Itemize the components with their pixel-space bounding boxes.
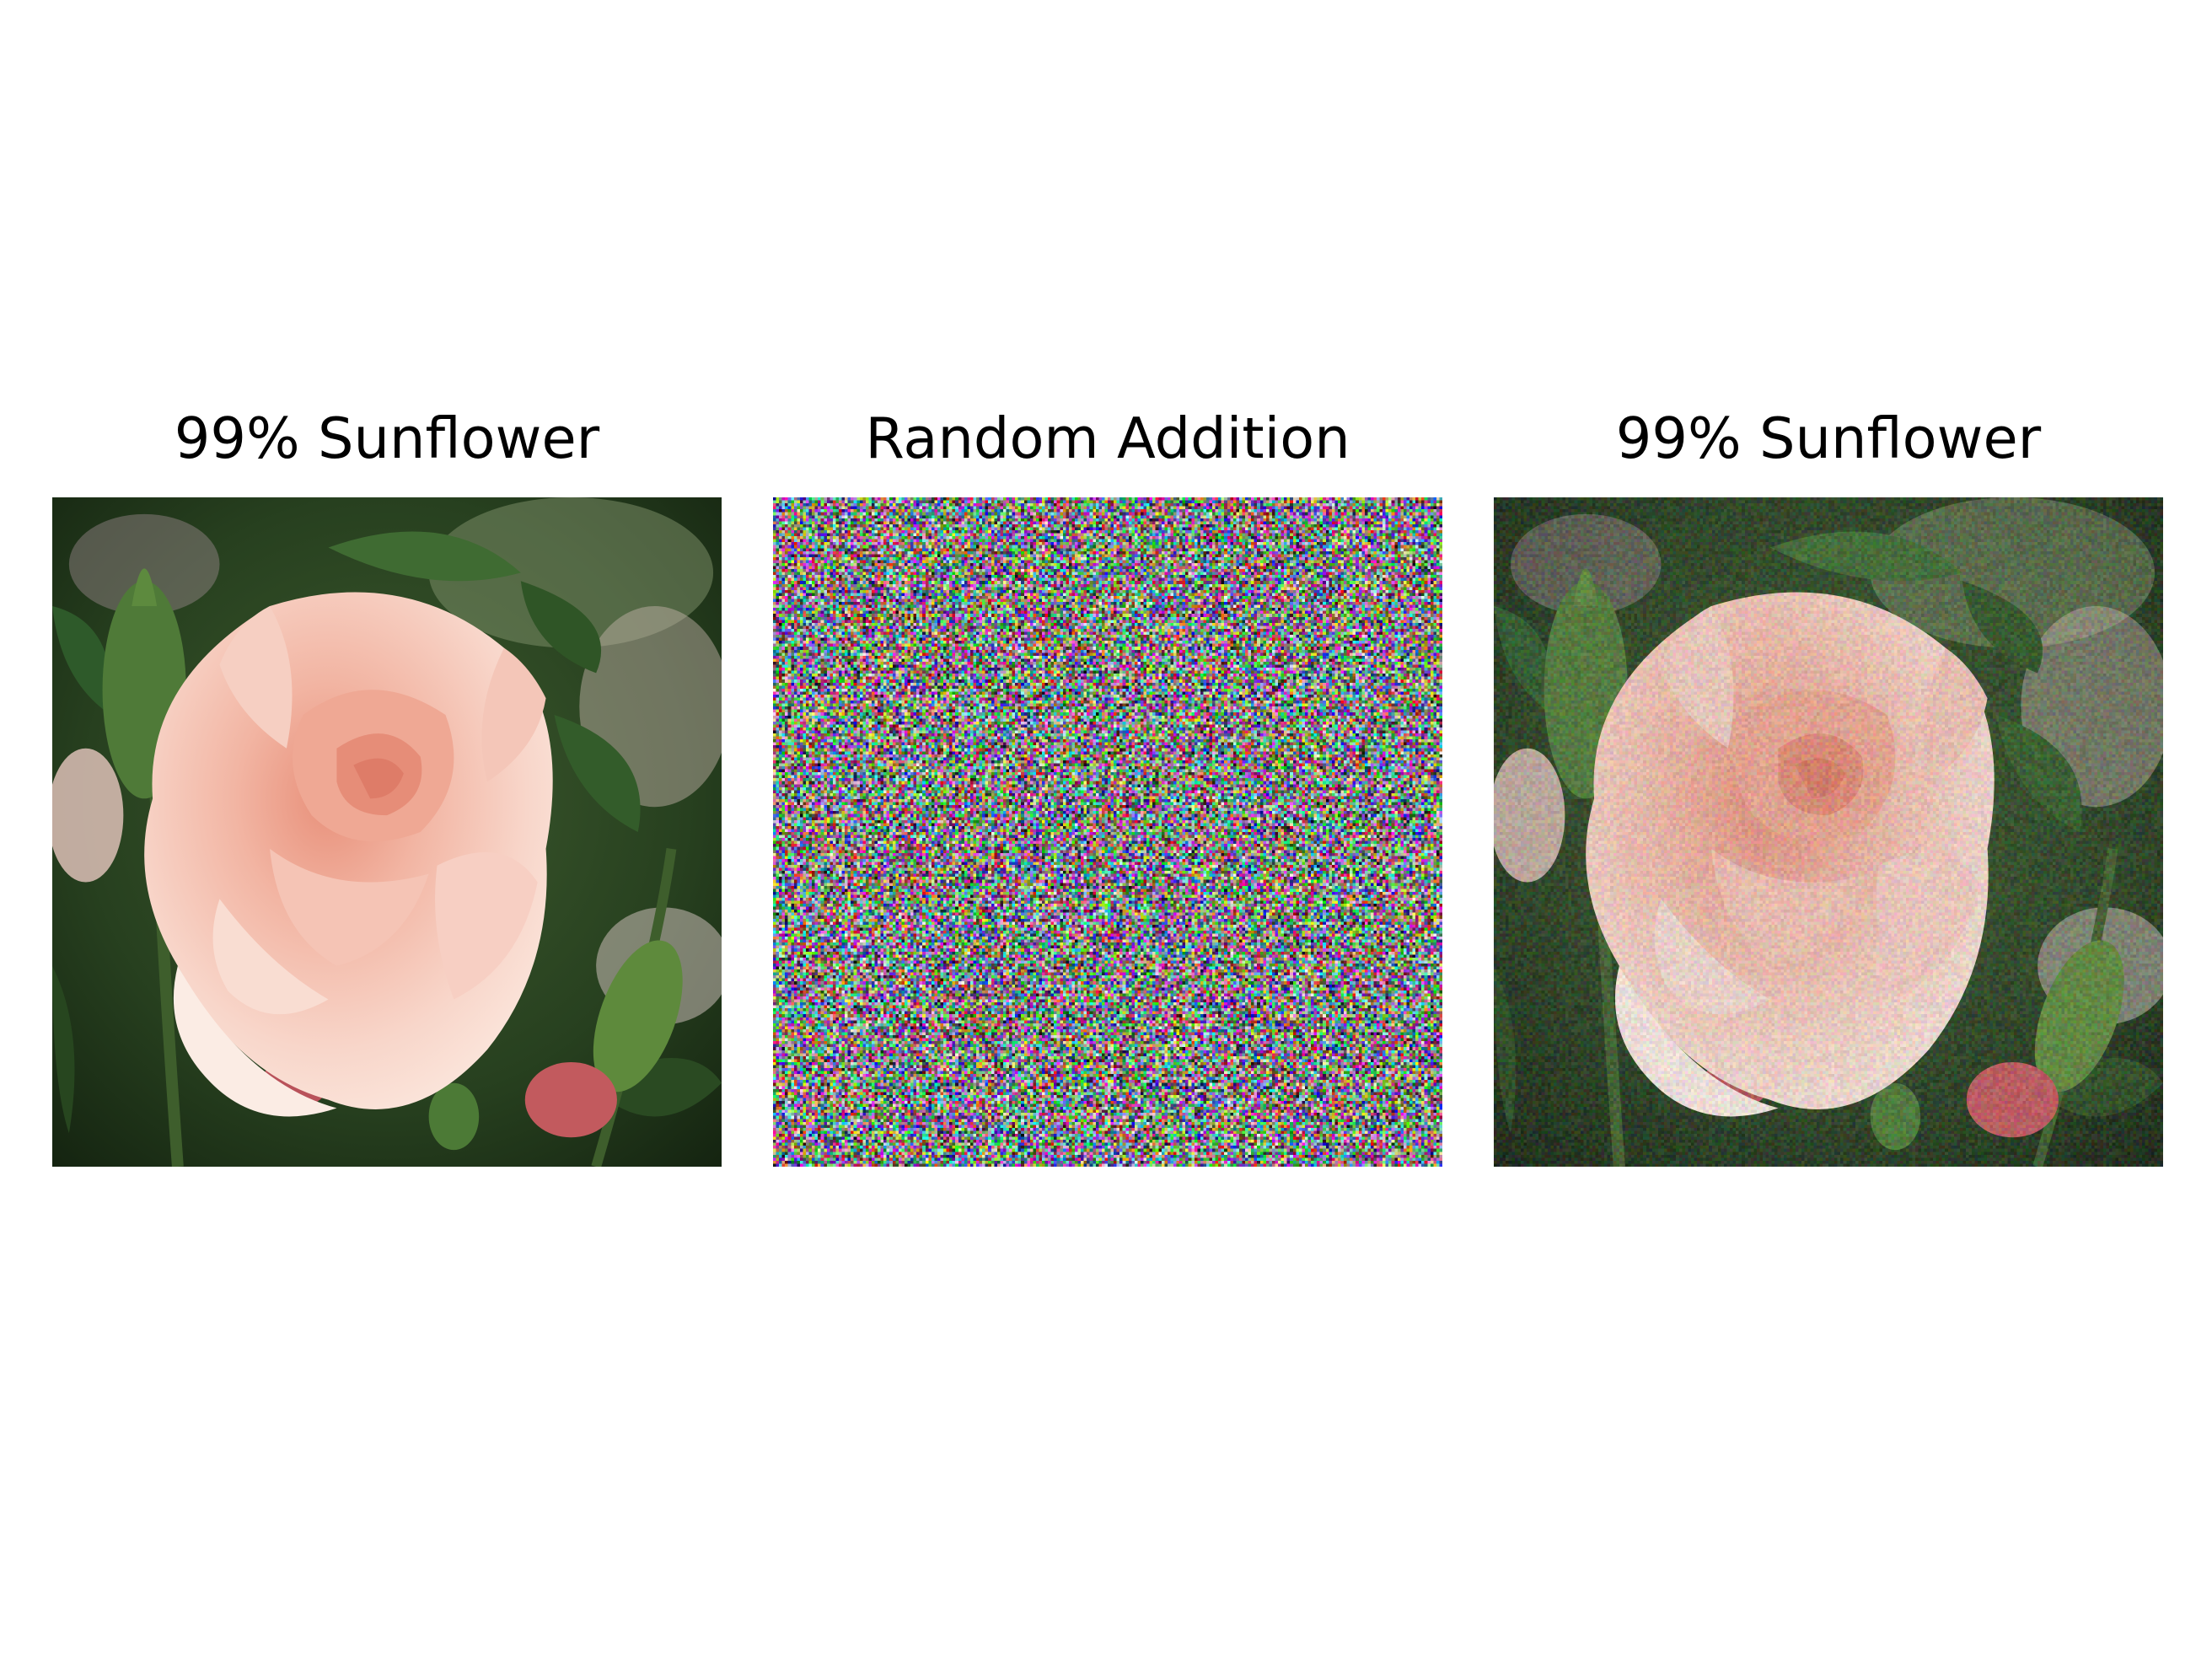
rose-image-perturbed — [1494, 497, 2163, 1167]
rose-image-original — [52, 497, 722, 1167]
noise-overlay — [1494, 497, 2163, 1167]
panel-title-original: 99% Sunflower — [174, 405, 600, 471]
panel-title-perturbed: 99% Sunflower — [1615, 405, 2042, 471]
panel-title-noise: Random Addition — [865, 405, 1350, 471]
noise-image — [773, 497, 1442, 1167]
